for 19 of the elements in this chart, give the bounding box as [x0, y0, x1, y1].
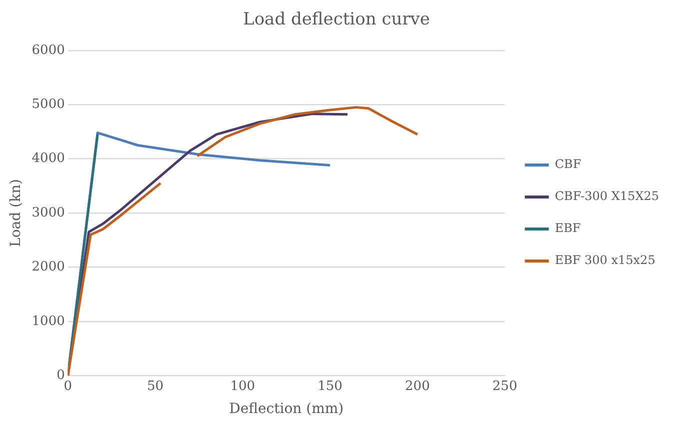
legend-label: EBF 300 x15x25	[554, 253, 656, 268]
y-axis-title: Load (kn)	[8, 179, 24, 247]
legend-label: CBF	[554, 157, 582, 172]
y-tick-label: 5000	[32, 96, 65, 112]
y-tick-label: 6000	[32, 42, 65, 58]
x-tick-label: 250	[492, 378, 518, 394]
legend-label: EBF	[554, 221, 581, 236]
x-axis-title: Deflection (mm)	[229, 401, 344, 418]
y-tick-label: 2000	[32, 260, 65, 275]
legend-label: CBF-300 X15X25	[554, 189, 659, 204]
x-tick-label: 200	[405, 378, 430, 394]
y-tick-label: 4000	[32, 151, 65, 166]
x-tick-label: 50	[146, 378, 164, 394]
y-tick-label: 3000	[32, 205, 65, 220]
y-tick-label: 1000	[32, 314, 65, 329]
chart-title: Load deflection curve	[243, 10, 430, 30]
x-tick-label: 150	[318, 378, 342, 394]
x-tick-label: 100	[230, 378, 256, 394]
y-tick-label: 0	[56, 368, 65, 383]
